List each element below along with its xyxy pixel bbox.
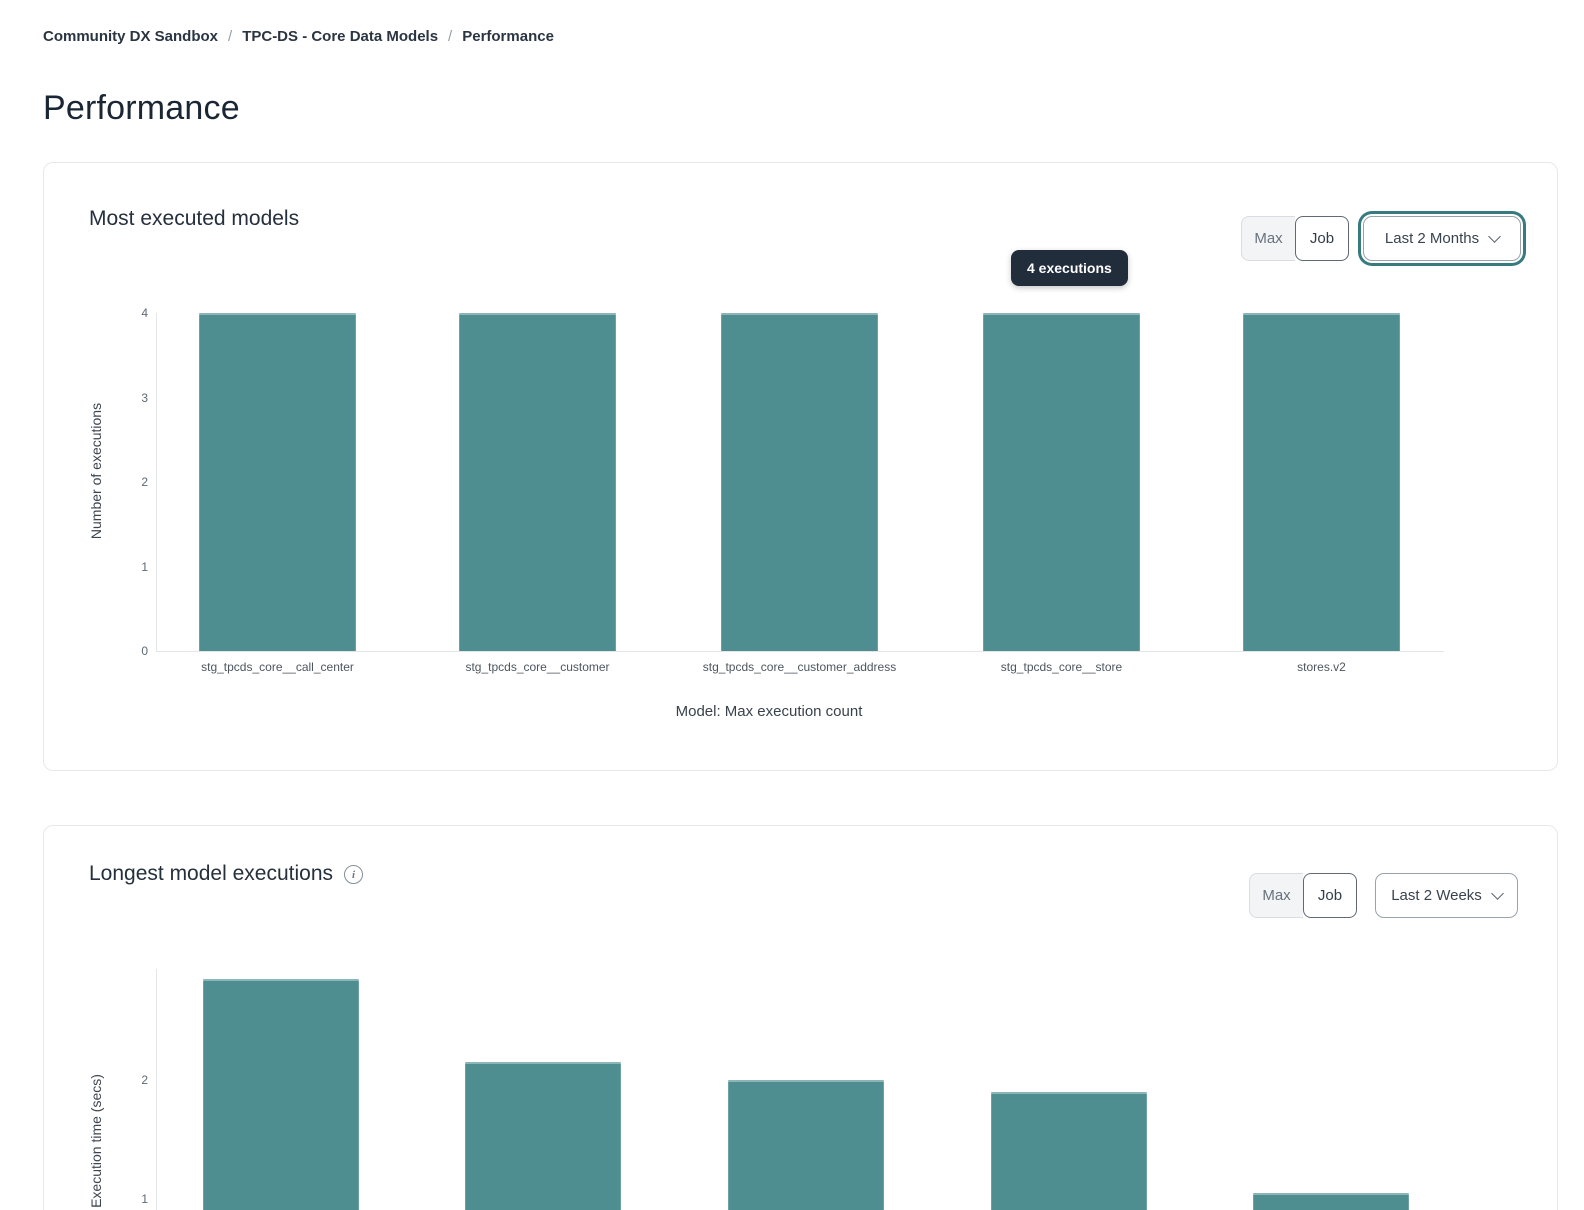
- bar[interactable]: [991, 1091, 1147, 1210]
- bar[interactable]: [199, 313, 356, 651]
- breadcrumb-separator: /: [228, 28, 233, 45]
- breadcrumb-item-current: Performance: [462, 28, 554, 45]
- x-tick-label: stg_tpcds_core__customer: [465, 660, 610, 674]
- breadcrumb: Community DX Sandbox / TPC-DS - Core Dat…: [43, 28, 554, 45]
- card-title: Most executed models: [89, 207, 299, 231]
- y-tick-label: 2: [141, 1073, 148, 1087]
- bar[interactable]: [203, 978, 359, 1210]
- y-axis-title: Number of executions: [88, 402, 104, 540]
- y-tick-label: 1: [141, 1192, 148, 1206]
- most-executed-models-chart: Number of executions Model: Max executio…: [44, 163, 1557, 770]
- bar[interactable]: [983, 313, 1140, 651]
- x-axis-title: Model: Max execution count: [675, 703, 863, 720]
- x-tick-label: stg_tpcds_core__store: [1000, 660, 1123, 674]
- longest-model-executions-title: Longest model executions: [89, 862, 333, 885]
- breadcrumb-item-environment[interactable]: TPC-DS - Core Data Models: [242, 28, 439, 45]
- y-tick-label: 1: [141, 559, 148, 574]
- bar[interactable]: [728, 1080, 884, 1210]
- bar[interactable]: [459, 313, 616, 651]
- most-executed-models-title: Most executed models: [89, 207, 300, 230]
- toggle-job-button[interactable]: Job: [1303, 873, 1357, 918]
- max-job-toggle: Max Job: [1249, 873, 1357, 918]
- y-axis-title: Execution time (secs): [88, 1074, 104, 1208]
- toggle-max-button[interactable]: Max: [1249, 873, 1303, 918]
- bar[interactable]: [465, 1062, 621, 1210]
- page-title: Performance: [43, 88, 240, 127]
- chart-tooltip: 4 executions: [1011, 250, 1128, 286]
- max-job-toggle: Max Job: [1241, 216, 1349, 261]
- breadcrumb-item-project[interactable]: Community DX Sandbox: [43, 28, 219, 45]
- y-tick-label: 0: [141, 644, 148, 658]
- toggle-max-button[interactable]: Max: [1241, 216, 1295, 261]
- x-tick-label: stg_tpcds_core__customer_address: [702, 660, 897, 674]
- longest-model-executions-card: Longest model executions i Max Job Last …: [43, 825, 1558, 1210]
- x-axis-line: [156, 651, 1444, 652]
- time-period-value: Last 2 Weeks: [1391, 887, 1482, 904]
- time-period-dropdown[interactable]: Last 2 Weeks: [1375, 873, 1518, 918]
- bar[interactable]: [1253, 1193, 1409, 1210]
- info-icon[interactable]: i: [344, 865, 363, 884]
- time-period-value: Last 2 Months: [1384, 230, 1480, 247]
- toggle-job-button[interactable]: Job: [1295, 216, 1349, 261]
- time-period-dropdown[interactable]: Last 2 Months: [1363, 216, 1521, 261]
- most-executed-models-card: Most executed models Max Job Last 2 Mont…: [43, 162, 1558, 771]
- bar[interactable]: [721, 313, 878, 651]
- y-tick-label: 3: [141, 390, 148, 405]
- card-title: Longest model executions i: [89, 862, 363, 886]
- y-tick-label: 4: [141, 306, 148, 320]
- y-axis-line: [156, 313, 157, 651]
- longest-model-executions-chart: Execution time (secs) 2 1: [44, 826, 1557, 1210]
- x-tick-label: stg_tpcds_core__call_center: [201, 660, 354, 674]
- bar[interactable]: [1243, 313, 1400, 651]
- y-axis-line: [156, 969, 157, 1210]
- y-tick-label: 2: [141, 475, 148, 489]
- breadcrumb-separator: /: [448, 28, 453, 45]
- x-tick-label: stores.v2: [1297, 660, 1346, 674]
